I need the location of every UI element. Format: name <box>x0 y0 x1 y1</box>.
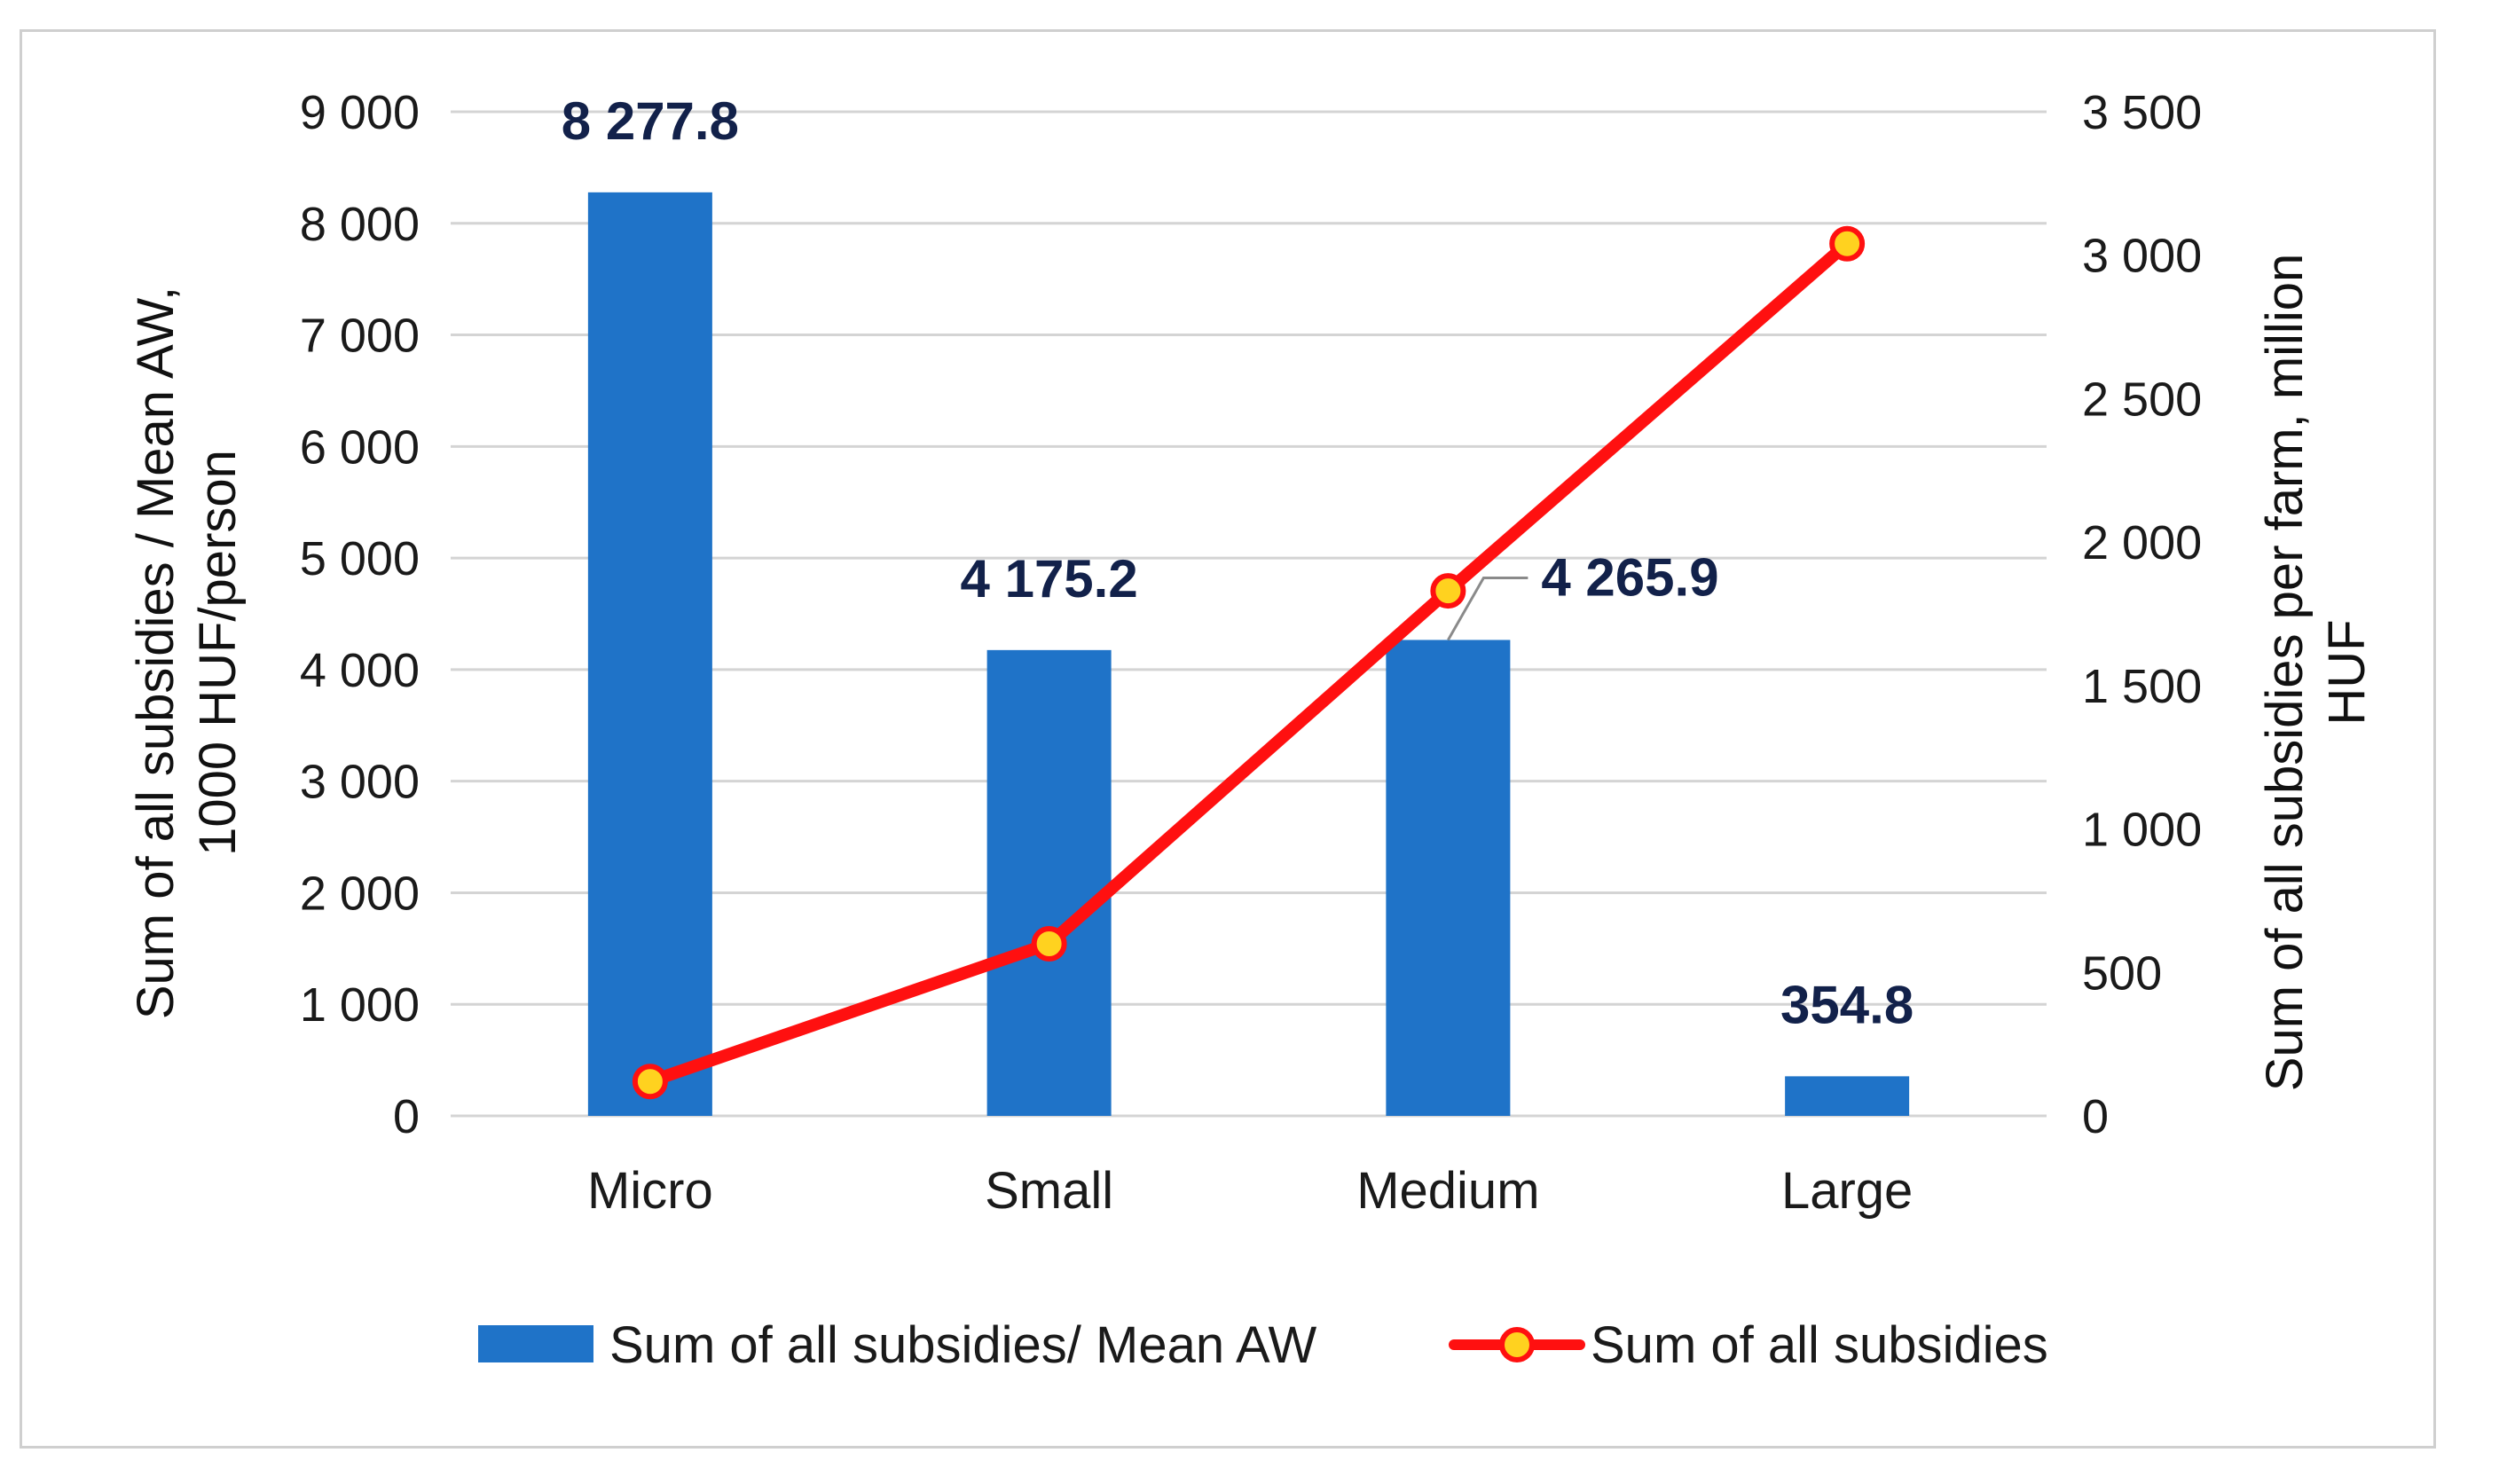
left-tick-label-4: 4 000 <box>300 644 420 697</box>
legend: Sum of all subsidies/ Mean AW Sum of all… <box>478 1316 2048 1374</box>
left-tick-label-0: 0 <box>393 1090 420 1143</box>
right-tick-label-0: 0 <box>2082 1090 2109 1143</box>
category-label-micro: Micro <box>587 1162 713 1220</box>
left-tick-label-6: 6 000 <box>300 420 420 474</box>
data-label-medium: 4 265.9 <box>1541 547 1718 607</box>
legend-line-marker <box>1499 1327 1535 1362</box>
right-axis-title-line1: Sum of all subsidies per farm, million <box>2256 254 2314 1091</box>
left-tick-label-8: 8 000 <box>300 198 420 251</box>
gridlines <box>451 110 2047 1118</box>
category-label-medium: Medium <box>1356 1162 1539 1220</box>
left-tick-label-9: 9 000 <box>300 86 420 139</box>
right-tick-label-6: 3 000 <box>2082 230 2202 283</box>
data-label-micro: 8 277.8 <box>562 91 739 151</box>
line-point-micro <box>632 1064 668 1100</box>
category-label-large: Large <box>1781 1162 1913 1220</box>
left-tick-label-3: 3 000 <box>300 756 420 809</box>
left-tick-label-1: 1 000 <box>300 978 420 1032</box>
legend-line-label: Sum of all subsidies <box>1591 1316 2048 1374</box>
category-label-small: Small <box>985 1162 1113 1220</box>
right-axis-title-line2: HUF <box>2318 619 2376 725</box>
right-axis-ticks: 0 500 1 000 1 500 2 000 2 500 3 000 3 500 <box>2082 86 2202 1143</box>
category-axis: Micro Small Medium Large <box>587 1162 1913 1220</box>
left-tick-label-7: 7 000 <box>300 310 420 363</box>
bar-series <box>587 192 1910 1117</box>
line-series <box>632 225 1866 1100</box>
legend-bar-label: Sum of all subsidies/ Mean AW <box>609 1316 1317 1374</box>
chart-canvas: 8 277.8 4 175.2 4 265.9 354.8 0 1 000 2 000 3 … <box>127 86 2376 1374</box>
right-tick-label-7: 3 500 <box>2082 86 2202 139</box>
right-tick-label-1: 500 <box>2082 946 2162 1000</box>
bar-large <box>1785 1076 1910 1116</box>
bar-micro <box>587 192 712 1117</box>
left-tick-label-2: 2 000 <box>300 867 420 920</box>
data-label-small: 4 175.2 <box>961 549 1138 609</box>
left-tick-label-5: 5 000 <box>300 532 420 585</box>
bar-medium <box>1386 640 1511 1116</box>
left-axis-title-line1: Sum of all subsidies / Mean AW, <box>127 287 185 1019</box>
line-point-medium <box>1430 573 1466 609</box>
data-label-large: 354.8 <box>1780 975 1914 1034</box>
line-point-small <box>1031 925 1067 962</box>
right-tick-label-4: 2 000 <box>2082 516 2202 569</box>
right-tick-label-2: 1 000 <box>2082 804 2202 857</box>
left-axis-title-line2: 1000 HUF/person <box>189 450 247 856</box>
right-tick-label-5: 2 500 <box>2082 373 2202 426</box>
line-path <box>643 237 1854 1088</box>
legend-bar-swatch <box>478 1325 593 1362</box>
line-point-large <box>1829 225 1866 262</box>
left-axis-ticks: 0 1 000 2 000 3 000 4 000 5 000 6 000 7 000 8 00… <box>300 86 420 1143</box>
chart-frame: 8 277.8 4 175.2 4 265.9 354.8 0 1 000 2 000 3 … <box>20 29 2436 1449</box>
leader-line-medium <box>1447 576 1528 641</box>
right-tick-label-3: 1 500 <box>2082 660 2202 713</box>
bar-small <box>986 649 1112 1116</box>
data-labels: 8 277.8 4 175.2 4 265.9 354.8 <box>562 91 1914 1035</box>
